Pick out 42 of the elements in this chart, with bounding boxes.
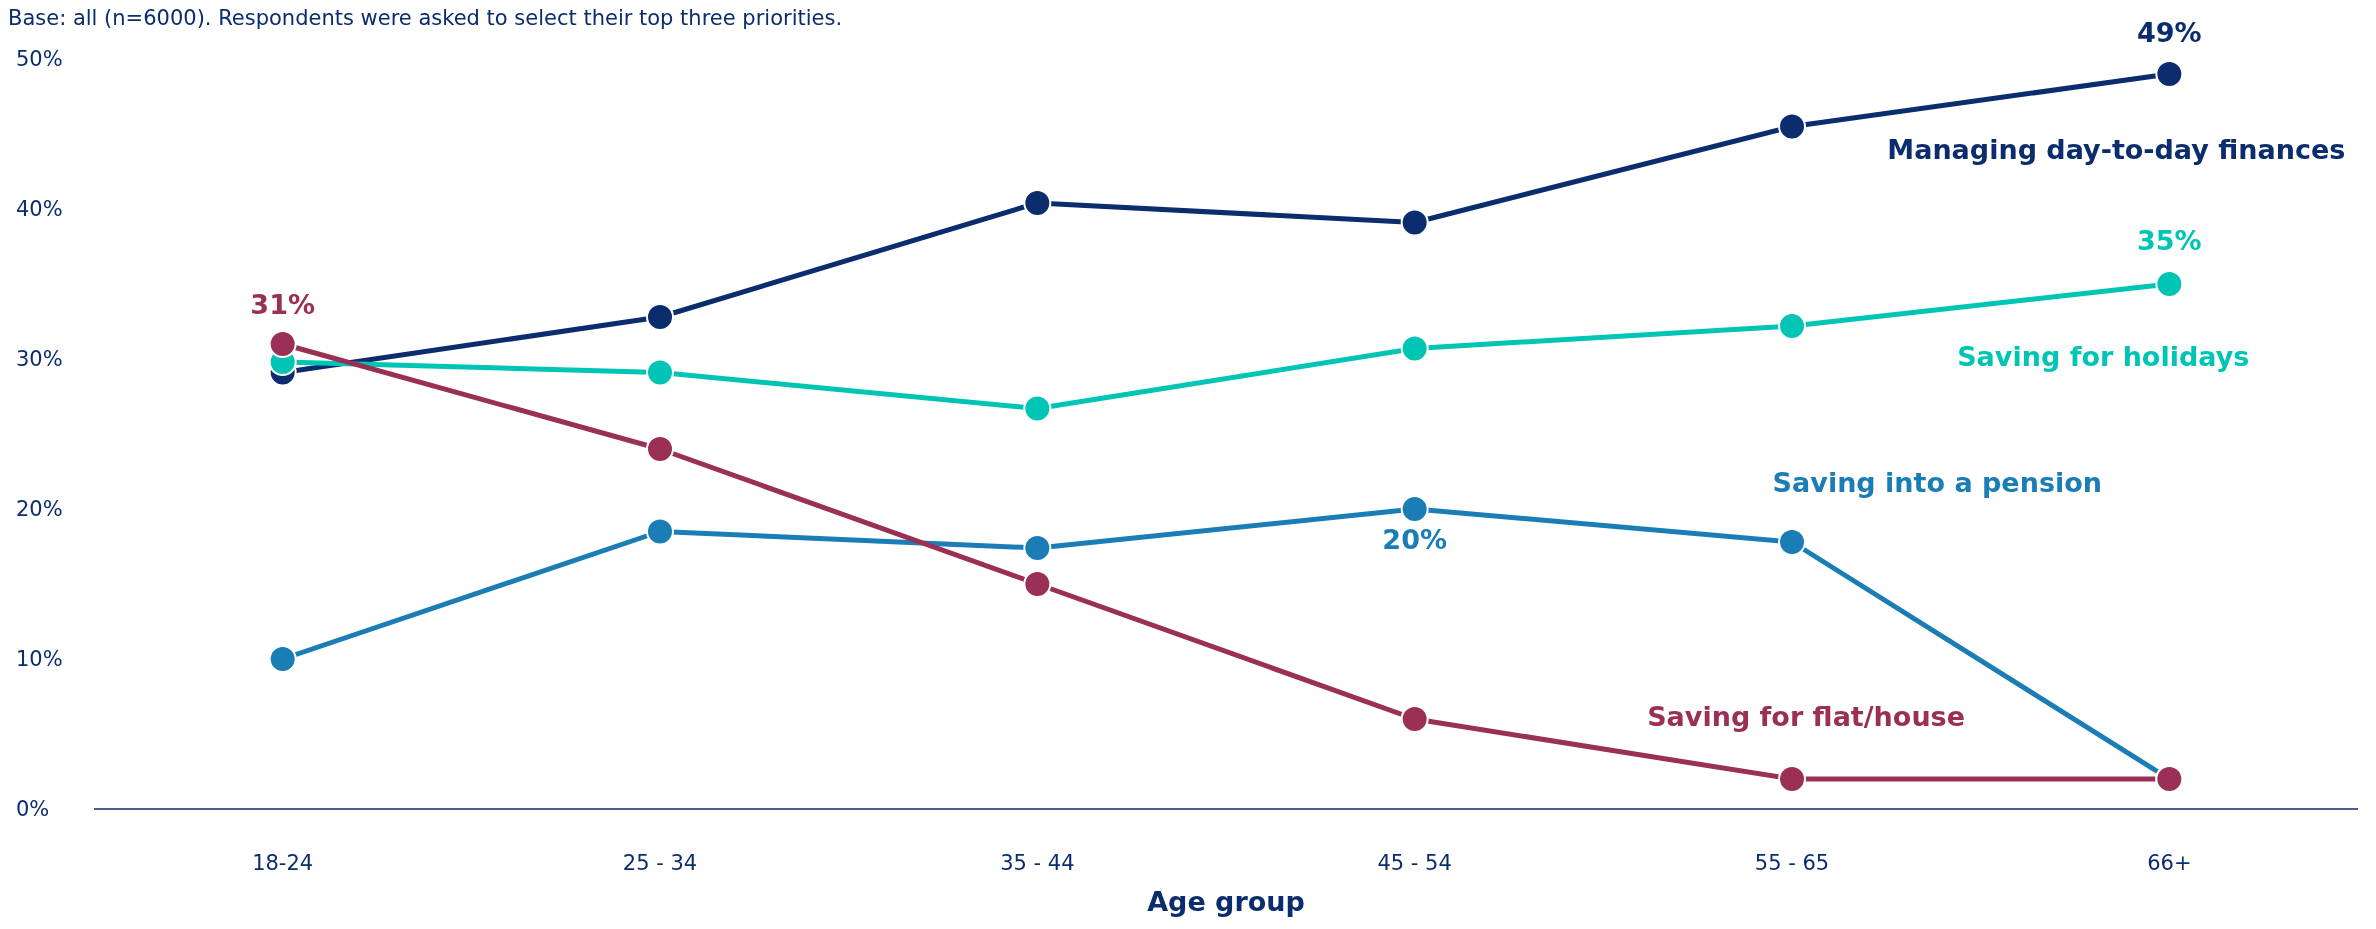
x-tick-label: 45 - 54 [1377, 850, 1452, 875]
y-tick-label: 40% [16, 197, 63, 222]
x-axis-title: Age group [1147, 886, 1305, 917]
point [1023, 394, 1052, 423]
point [268, 645, 297, 673]
x-tick-label: 66+ [2147, 850, 2192, 875]
data-label: 31% [250, 289, 315, 320]
point [1778, 312, 1806, 340]
point [1778, 765, 1806, 793]
series-label: Managing day-to-day finances [1887, 134, 2346, 165]
point [646, 517, 674, 546]
y-tick-label: 50% [16, 47, 63, 72]
point [646, 435, 674, 463]
data-label: 20% [1382, 524, 1447, 555]
point [1023, 189, 1052, 217]
x-tick-label: 18-24 [252, 850, 314, 875]
point [1400, 208, 1429, 237]
point [2155, 60, 2184, 88]
text: Base: all (n=6000). Respondents were asked to select their top three priorities. [8, 6, 843, 30]
point [646, 358, 674, 387]
point [1023, 534, 1052, 562]
data-label: 35% [2137, 225, 2202, 256]
point [1023, 570, 1052, 598]
point [1400, 495, 1429, 523]
y-tick-label: 30% [16, 347, 63, 372]
y-tick-label: 20% [16, 497, 63, 522]
x-tick-label: 25 - 34 [622, 850, 698, 875]
point [1778, 112, 1806, 141]
data-label: 49% [2137, 17, 2202, 48]
point [268, 330, 297, 358]
y-tick-label: 0% [16, 797, 50, 822]
series-label: Saving into a pension [1772, 467, 2102, 498]
series-label: Saving for holidays [1957, 341, 2250, 372]
x-tick-label: 35 - 44 [1000, 850, 1075, 875]
series-label: Saving for flat/house [1647, 701, 1965, 732]
point [1778, 528, 1806, 556]
point [646, 303, 674, 331]
y-tick-label: 10% [16, 647, 63, 672]
point [2155, 270, 2184, 298]
point [1400, 705, 1429, 733]
x-tick-label: 55 - 65 [1754, 850, 1830, 875]
point [1400, 334, 1429, 363]
